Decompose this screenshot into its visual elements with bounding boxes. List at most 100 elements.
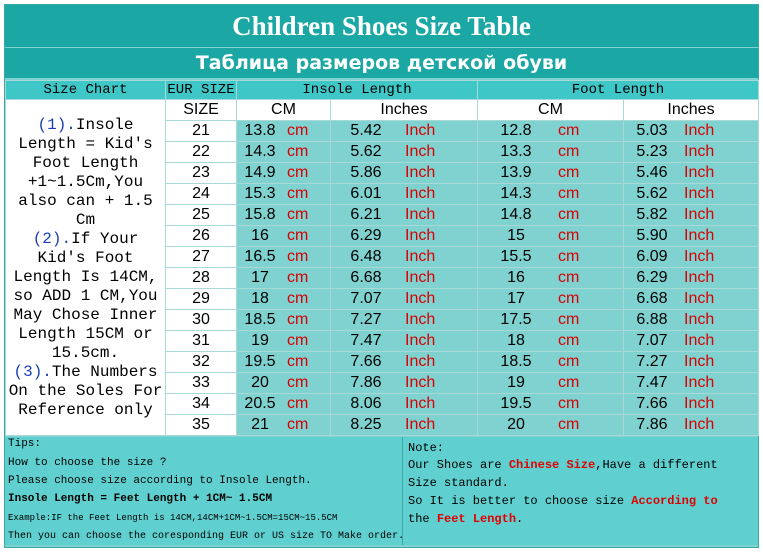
- insole-cm-value: 15.3: [244, 185, 276, 202]
- foot-cm-cell: 18 cm: [477, 330, 624, 352]
- foot-inch-cell: 5.46 Inch: [623, 162, 759, 184]
- insole-inch-value: 7.27: [350, 311, 382, 328]
- foot-cm-cell: 13.9 cm: [477, 162, 624, 184]
- note-1-number: (1).: [37, 115, 76, 134]
- foot-inch-value: 5.46: [636, 164, 668, 181]
- eur-size-cell: 28: [165, 267, 237, 289]
- inch-unit: Inch: [684, 311, 715, 328]
- inch-unit: Inch: [405, 227, 436, 244]
- foot-inch-cell: 6.88 Inch: [623, 309, 759, 331]
- header-foot-inches: Inches: [623, 99, 759, 121]
- foot-inch-value: 6.29: [636, 269, 668, 286]
- cm-unit: cm: [287, 416, 309, 433]
- inch-unit: Inch: [684, 374, 715, 391]
- insole-inch-cell: 7.47 Inch: [330, 330, 478, 352]
- tips-section: Tips: How to choose the size ? Please ch…: [5, 437, 404, 545]
- insole-inch-value: 6.68: [350, 269, 382, 286]
- foot-inch-value: 5.62: [636, 185, 668, 202]
- cm-unit: cm: [558, 416, 580, 433]
- cm-unit: cm: [287, 164, 309, 181]
- insole-inch-value: 8.06: [350, 395, 382, 412]
- note-text: ,Have a different: [595, 458, 718, 472]
- note-highlight: Chinese Size: [508, 458, 596, 472]
- header-eur-size: EUR SIZE: [165, 80, 237, 100]
- table-row: 34 20.5 cm 8.06 Inch 19.5 cm 7.66 Inch: [6, 393, 759, 415]
- insole-cm-cell: 18 cm: [236, 288, 331, 310]
- foot-cm-value: 12.8: [500, 122, 532, 139]
- tips-example: Example:IF the Feet Length is 14CM,14CM+…: [8, 513, 338, 523]
- inch-unit: Inch: [684, 122, 715, 139]
- tips-line-2: How to choose the size ?: [8, 457, 167, 469]
- foot-cm-cell: 17 cm: [477, 288, 624, 310]
- note-text: Our Shoes are: [408, 458, 509, 472]
- insole-cm-cell: 14.9 cm: [236, 162, 331, 184]
- cm-unit: cm: [287, 311, 309, 328]
- note-line-3: Size standard.: [408, 476, 509, 490]
- eur-size-cell: 34: [165, 393, 237, 415]
- insole-cm-value: 18: [251, 290, 269, 307]
- table-row: 31 19 cm 7.47 Inch 18 cm 7.07 Inch: [6, 330, 759, 352]
- inch-unit: Inch: [405, 290, 436, 307]
- insole-inch-value: 7.66: [350, 353, 382, 370]
- note-text: the: [408, 512, 437, 526]
- insole-cm-value: 17: [251, 269, 269, 286]
- eur-size-cell: 29: [165, 288, 237, 310]
- table-row: 24 15.3 cm 6.01 Inch 14.3 cm 5.62 Inch: [6, 183, 759, 205]
- insole-cm-cell: 19 cm: [236, 330, 331, 352]
- cm-unit: cm: [287, 374, 309, 391]
- foot-inch-cell: 7.66 Inch: [623, 393, 759, 415]
- size-notes: (1).Insole Length = Kid's Foot Length +1…: [5, 99, 166, 436]
- foot-inch-value: 5.82: [636, 206, 668, 223]
- insole-inch-cell: 6.21 Inch: [330, 204, 478, 226]
- insole-inch-cell: 5.62 Inch: [330, 141, 478, 163]
- inch-unit: Inch: [684, 185, 715, 202]
- eur-size-cell: 27: [165, 246, 237, 268]
- table-row: 35 21 cm 8.25 Inch 20 cm 7.86 Inch: [6, 414, 759, 436]
- foot-inch-cell: 6.29 Inch: [623, 267, 759, 289]
- insole-cm-cell: 19.5 cm: [236, 351, 331, 373]
- inch-unit: Inch: [405, 185, 436, 202]
- foot-cm-value: 14.3: [500, 185, 532, 202]
- foot-cm-value: 15.5: [500, 248, 532, 265]
- insole-inch-value: 7.86: [350, 374, 382, 391]
- foot-inch-cell: 5.82 Inch: [623, 204, 759, 226]
- insole-inch-value: 7.47: [350, 332, 382, 349]
- cm-unit: cm: [558, 332, 580, 349]
- foot-inch-value: 5.90: [636, 227, 668, 244]
- cm-unit: cm: [287, 269, 309, 286]
- insole-inch-value: 6.01: [350, 185, 382, 202]
- note-2-number: (2).: [32, 229, 72, 248]
- inch-unit: Inch: [405, 374, 436, 391]
- note-text: So It is better to choose size: [408, 494, 632, 508]
- inch-unit: Inch: [684, 143, 715, 160]
- insole-cm-value: 14.3: [244, 143, 276, 160]
- note-2-text: If Your Kid's Foot Length Is 14CM, so AD…: [13, 229, 158, 362]
- insole-cm-cell: 17 cm: [236, 267, 331, 289]
- header-insole-length: Insole Length: [236, 80, 478, 100]
- page-title: Children Shoes Size Table: [5, 5, 758, 47]
- eur-size-cell: 26: [165, 225, 237, 247]
- cm-unit: cm: [558, 185, 580, 202]
- info-panel: Tips: How to choose the size ? Please ch…: [5, 437, 758, 545]
- inch-unit: Inch: [405, 311, 436, 328]
- cm-unit: cm: [287, 353, 309, 370]
- insole-cm-cell: 15.3 cm: [236, 183, 331, 205]
- inch-unit: Inch: [684, 248, 715, 265]
- eur-size-cell: 31: [165, 330, 237, 352]
- inch-unit: Inch: [405, 269, 436, 286]
- insole-inch-cell: 6.01 Inch: [330, 183, 478, 205]
- inch-unit: Inch: [684, 290, 715, 307]
- note-3-text: The Numbers On the Soles For Reference o…: [8, 362, 163, 419]
- foot-cm-value: 19.5: [500, 395, 532, 412]
- insole-cm-value: 19: [251, 332, 269, 349]
- eur-size-cell: 21: [165, 120, 237, 142]
- insole-cm-value: 14.9: [244, 164, 276, 181]
- cm-unit: cm: [558, 206, 580, 223]
- insole-cm-value: 21: [251, 416, 269, 433]
- foot-inch-value: 6.88: [636, 311, 668, 328]
- cm-unit: cm: [558, 311, 580, 328]
- header-insole-cm: CM: [236, 99, 331, 121]
- note-text: .: [516, 512, 524, 526]
- foot-cm-value: 16: [507, 269, 525, 286]
- foot-cm-value: 14.8: [500, 206, 532, 223]
